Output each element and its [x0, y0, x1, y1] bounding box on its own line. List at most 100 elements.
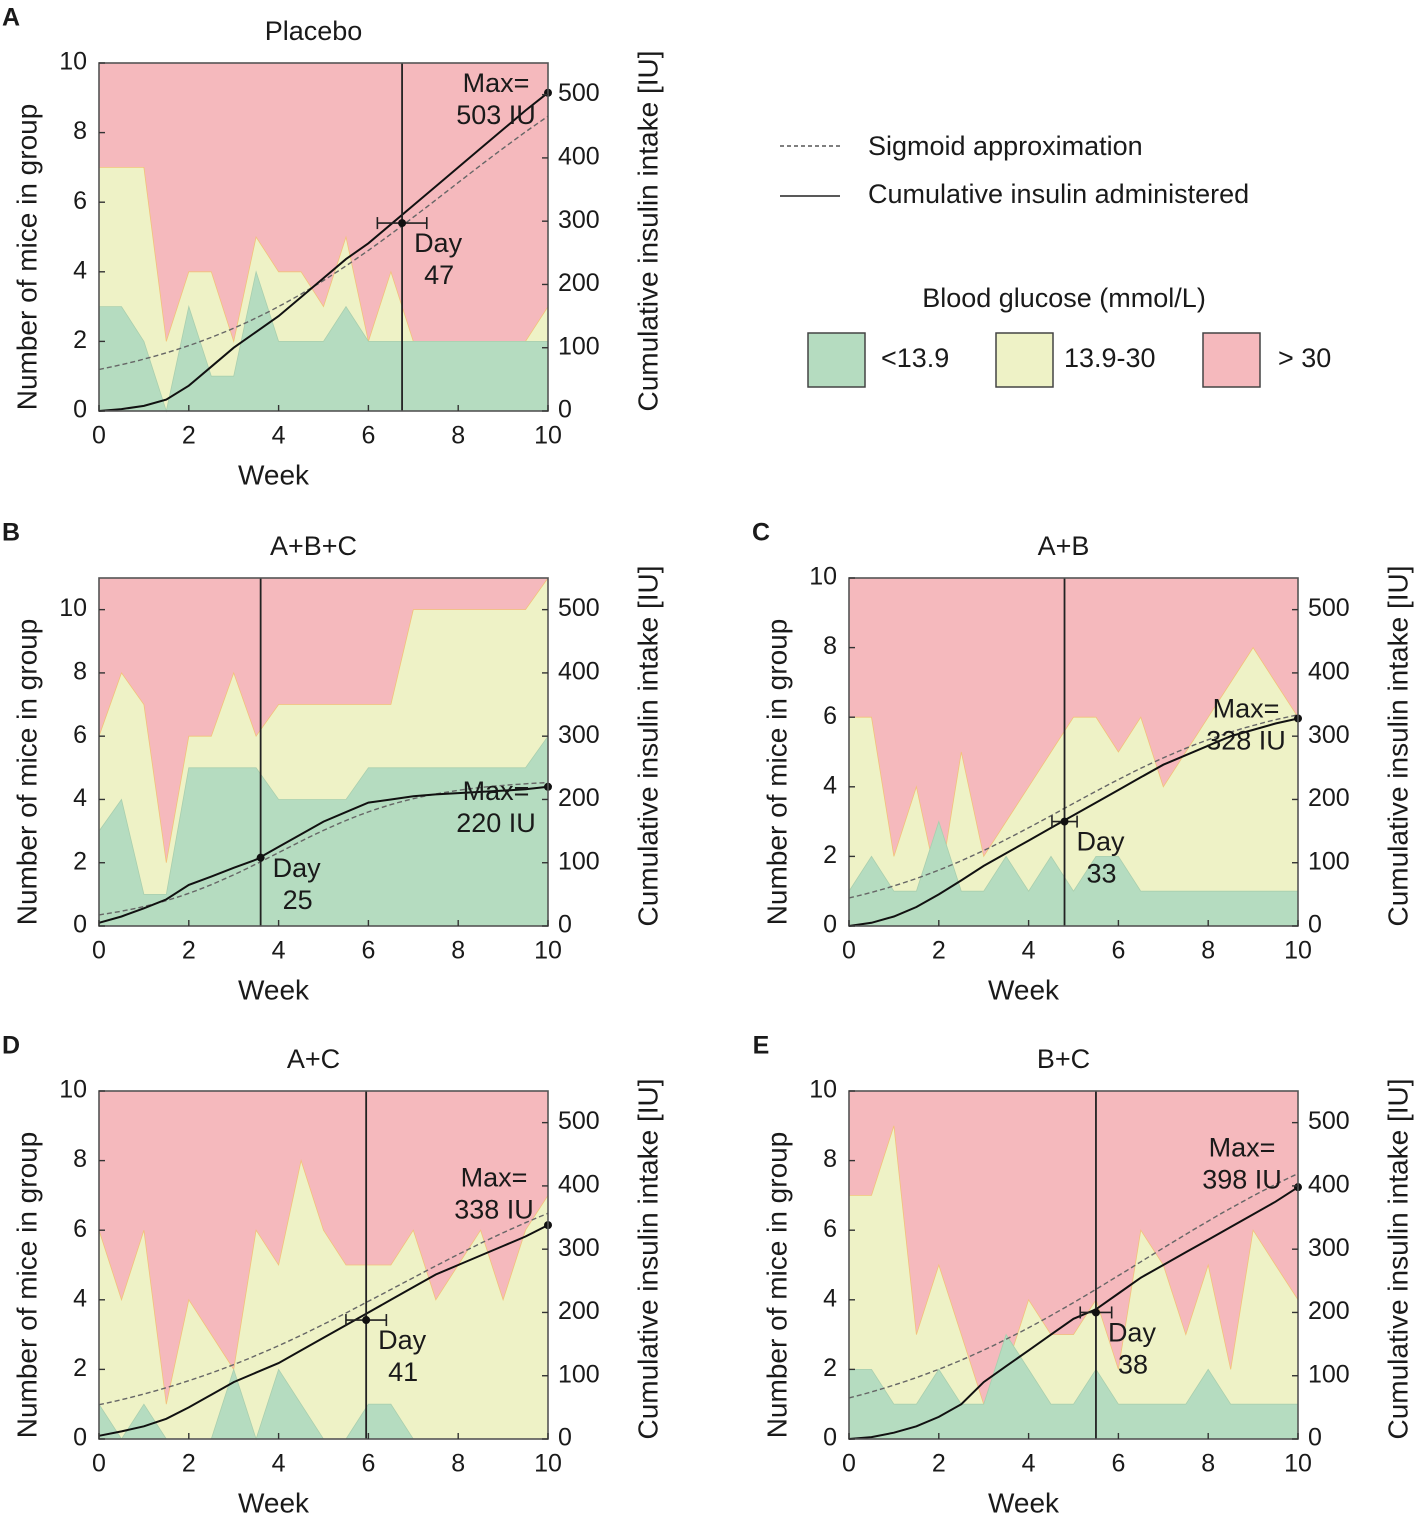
y2-tick-label: 200	[1308, 784, 1350, 812]
y2-tick-label: 100	[558, 847, 600, 875]
x-tick-label: 10	[534, 422, 562, 450]
x-axis-label: Week	[988, 974, 1060, 1005]
x-tick-label: 2	[182, 1450, 196, 1478]
x-tick-label: 0	[92, 422, 106, 450]
area-mid-glucose	[98, 1159, 549, 1440]
x-tick-label: 8	[451, 1450, 465, 1478]
y2-tick-label: 100	[558, 1360, 600, 1388]
y2-tick-label: 500	[558, 1107, 600, 1135]
y-tick-label: 6	[823, 1215, 837, 1243]
y-tick-label: 4	[823, 1284, 837, 1312]
y-tick-label: 10	[59, 48, 87, 76]
y2-axis-label: Cumulative insulin intake [IU]	[1382, 565, 1413, 926]
y2-tick-label: 500	[558, 594, 600, 622]
sigmoid-line	[848, 1172, 1299, 1399]
max-label-word: Max=	[461, 1162, 528, 1192]
half-max-marker	[1091, 1308, 1100, 1317]
panel-title: A+B+C	[270, 531, 357, 561]
y2-tick-label: 500	[1308, 594, 1350, 622]
plot-frame	[848, 577, 1299, 927]
y2-tick-label: 200	[1308, 1297, 1350, 1325]
half-max-marker	[362, 1316, 371, 1325]
y2-tick-label: 400	[1308, 1171, 1350, 1199]
y-tick-label: 8	[823, 632, 837, 660]
legend-sigmoid-label: Sigmoid approximation	[868, 131, 1143, 161]
y-tick-label: 0	[823, 1424, 837, 1452]
y2-tick-label: 100	[558, 332, 600, 360]
y-tick-label: 8	[73, 1145, 87, 1173]
y2-tick-label: 400	[558, 1171, 600, 1199]
day-label-word: Day	[1108, 1318, 1157, 1348]
y2-tick-label: 500	[1308, 1107, 1350, 1135]
max-label-value: 220 IU	[456, 808, 536, 838]
panel-title: B+C	[1037, 1044, 1090, 1074]
legend-label-mid: 13.9-30	[1064, 343, 1156, 373]
x-tick-label: 2	[932, 1450, 946, 1478]
y2-tick-label: 300	[558, 721, 600, 749]
max-label-value: 338 IU	[454, 1194, 534, 1224]
plot-frame	[98, 1090, 549, 1440]
y-tick-label: 4	[73, 256, 87, 284]
x-tick-label: 0	[92, 937, 106, 965]
y-axis-label: Number of mice in group	[761, 619, 792, 926]
day-label-word: Day	[1077, 827, 1126, 857]
y-tick-label: 10	[59, 1076, 87, 1104]
sigmoid-line	[848, 714, 1299, 899]
x-tick-label: 10	[1284, 937, 1312, 965]
legend-label-high: > 30	[1278, 343, 1331, 373]
max-label-word: Max=	[1213, 694, 1280, 724]
area-mid-glucose	[848, 646, 1299, 927]
y2-tick-label: 0	[558, 396, 572, 424]
y-tick-label: 2	[73, 1354, 87, 1382]
y-tick-label: 6	[823, 702, 837, 730]
y2-tick-label: 300	[558, 206, 600, 234]
y-axis-label: Number of mice in group	[761, 1132, 792, 1439]
x-tick-label: 4	[272, 937, 286, 965]
panel-title: A+C	[287, 1044, 340, 1074]
y-axis-label: Number of mice in group	[11, 1132, 42, 1439]
day-label-word: Day	[414, 228, 463, 258]
x-tick-label: 10	[1284, 1450, 1312, 1478]
legend-glucose-title: Blood glucose (mmol/L)	[922, 283, 1206, 313]
y2-tick-label: 400	[558, 143, 600, 171]
x-tick-label: 10	[534, 1450, 562, 1478]
y2-tick-label: 0	[558, 911, 572, 939]
y-tick-label: 2	[823, 841, 837, 869]
max-label-word: Max=	[463, 776, 530, 806]
half-max-marker	[256, 853, 265, 862]
cumulative-line	[98, 91, 549, 412]
y-tick-label: 10	[809, 563, 837, 591]
x-tick-label: 4	[272, 1450, 286, 1478]
panel-letter: E	[753, 1032, 770, 1060]
sigmoid-line	[98, 115, 549, 371]
plot-frame	[848, 1090, 1299, 1440]
y-tick-label: 4	[73, 1284, 87, 1312]
half-max-marker	[1060, 817, 1069, 826]
panel-title: A+B	[1038, 531, 1090, 561]
y2-tick-label: 0	[558, 1424, 572, 1452]
cumulative-line	[98, 785, 549, 924]
panel-letter: A	[2, 4, 20, 32]
y2-axis-label: Cumulative insulin intake [IU]	[632, 565, 663, 926]
legend-swatch-mid	[995, 332, 1054, 388]
y-tick-label: 8	[73, 658, 87, 686]
y2-axis-label: Cumulative insulin intake [IU]	[1382, 1078, 1413, 1439]
y2-tick-label: 300	[1308, 721, 1350, 749]
legend-swatch-high	[1202, 332, 1261, 388]
y2-tick-label: 400	[558, 658, 600, 686]
y-tick-label: 6	[73, 187, 87, 215]
max-label-value: 503 IU	[456, 100, 536, 130]
legend-label-low: <13.9	[881, 343, 949, 373]
max-label-word: Max=	[463, 68, 530, 98]
area-low-glucose	[848, 820, 1299, 927]
legend: Sigmoid approximation Cumulative insulin…	[780, 131, 1331, 388]
sigmoid-line	[98, 781, 549, 916]
panel-title: Placebo	[265, 16, 363, 46]
half-max-marker	[398, 219, 407, 228]
x-tick-label: 6	[361, 1450, 375, 1478]
